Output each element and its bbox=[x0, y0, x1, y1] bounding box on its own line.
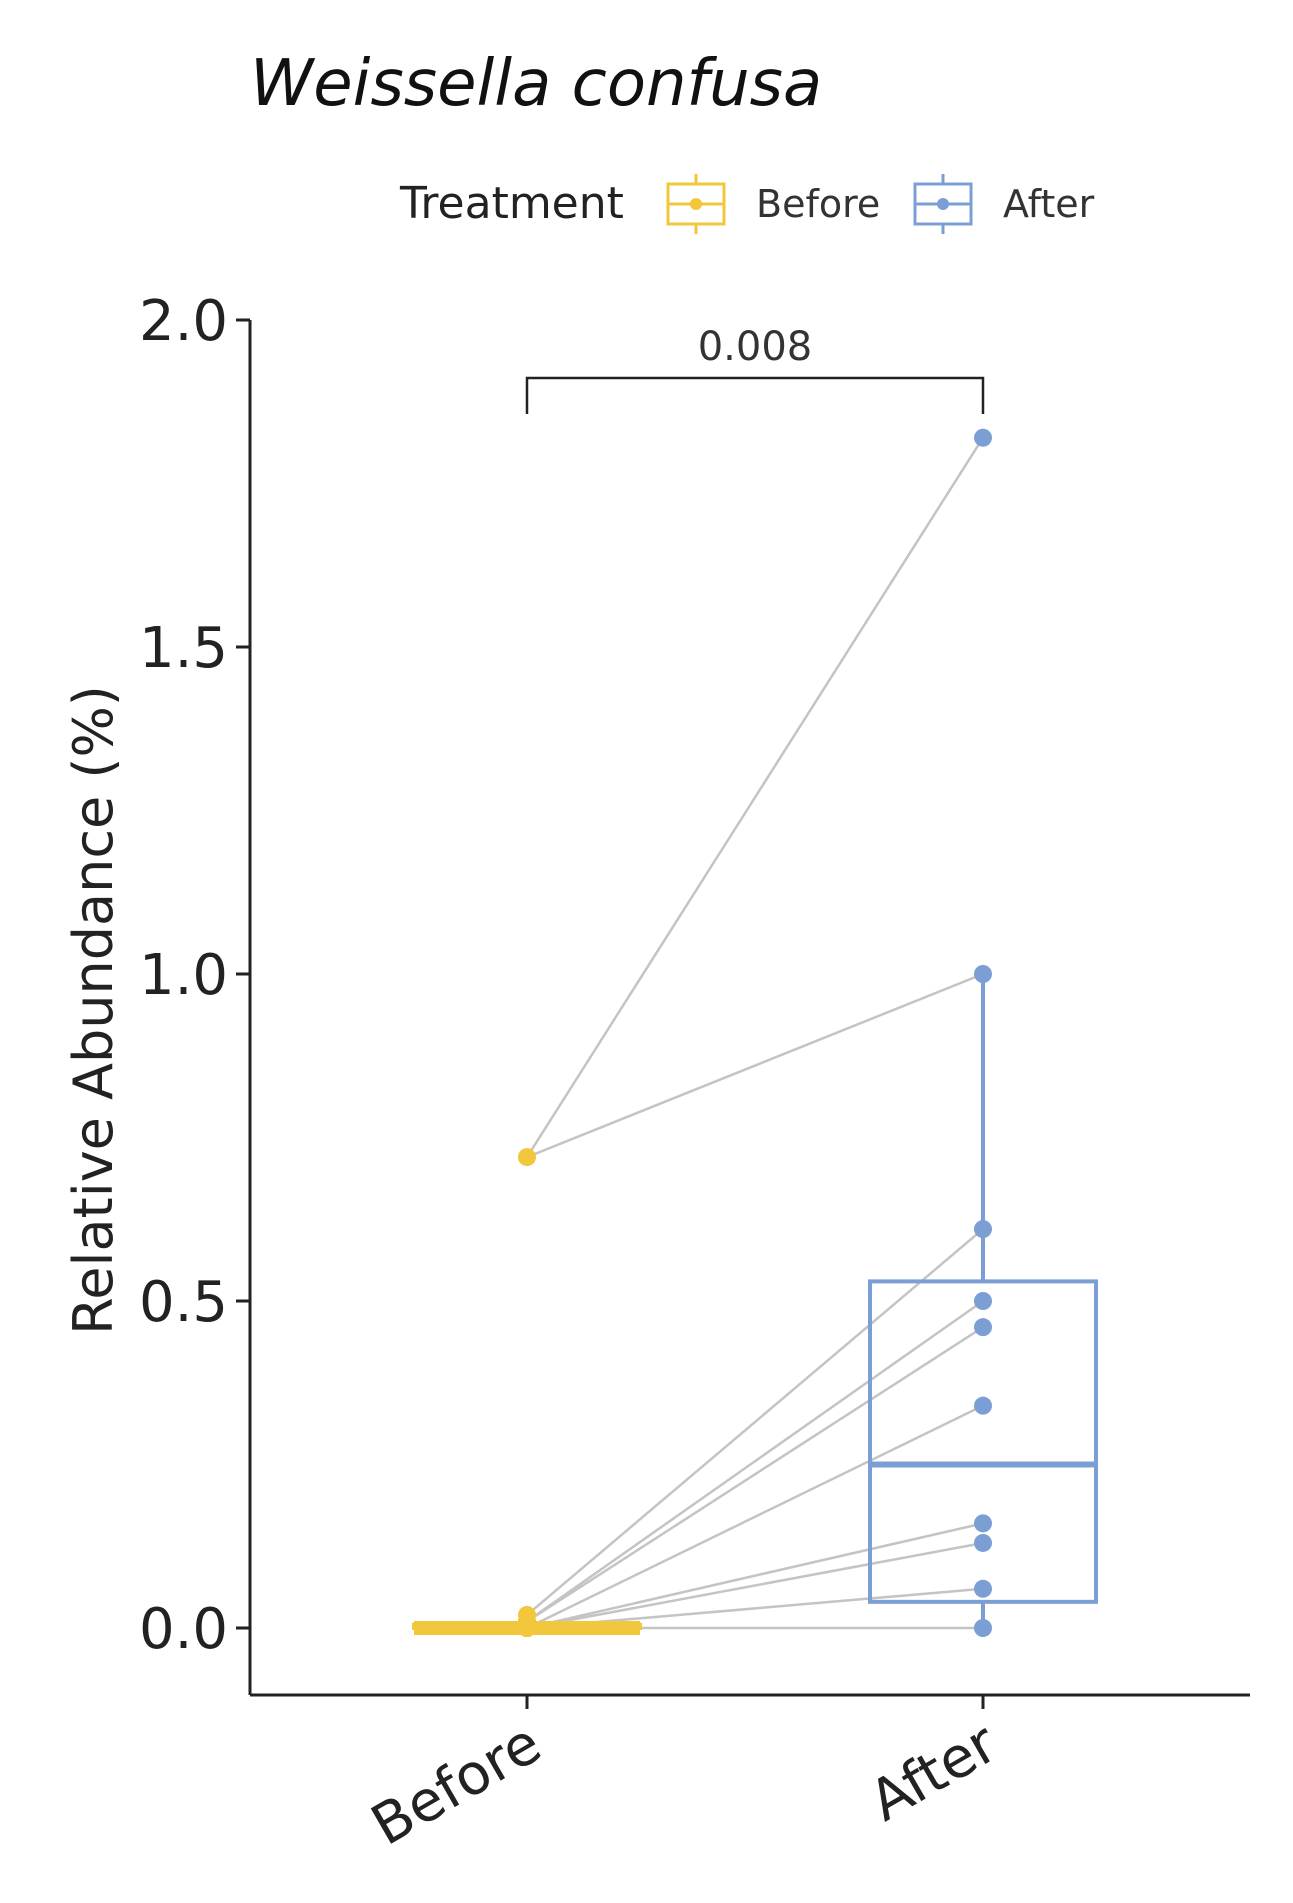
pair-line bbox=[525, 437, 985, 1158]
y-tick-label: 1.0 bbox=[139, 943, 228, 1008]
y-tick-label: 0.0 bbox=[139, 1597, 228, 1662]
x-tick-label: Before bbox=[361, 1711, 552, 1859]
p-value-label: 0.008 bbox=[698, 324, 813, 370]
legend: Treatment Before After bbox=[399, 174, 1095, 234]
y-axis: 0.0 0.5 1.0 1.5 2.0 Relative Abundance (%) bbox=[62, 289, 252, 1695]
y-tick-label: 0.5 bbox=[139, 1270, 228, 1335]
data-point-after bbox=[974, 1619, 992, 1637]
pair-line bbox=[526, 1326, 984, 1623]
legend-title: Treatment bbox=[399, 178, 624, 229]
paired-lines bbox=[525, 437, 985, 1630]
legend-point bbox=[937, 198, 949, 210]
x-tick-label: After bbox=[859, 1710, 1009, 1834]
y-tick-label: 2.0 bbox=[139, 289, 228, 354]
x-axis: Before After bbox=[250, 1693, 1250, 1859]
data-point-after bbox=[974, 428, 992, 447]
bracket-line bbox=[525, 376, 985, 414]
y-tick-label: 1.5 bbox=[139, 616, 228, 681]
legend-point bbox=[690, 198, 702, 210]
data-point-after bbox=[974, 1514, 992, 1533]
box-after bbox=[868, 974, 1098, 1628]
data-points bbox=[518, 428, 992, 1637]
boxes bbox=[412, 974, 1098, 1635]
legend-label: After bbox=[1003, 182, 1095, 226]
legend-key-before: Before bbox=[666, 174, 880, 234]
data-point-after bbox=[974, 1220, 992, 1239]
data-point-after bbox=[974, 1396, 992, 1415]
data-point-after bbox=[974, 1533, 992, 1552]
pair-line bbox=[526, 1522, 984, 1630]
pair-line bbox=[526, 1299, 984, 1623]
pair-line bbox=[526, 1541, 984, 1630]
data-point-after bbox=[974, 1292, 992, 1310]
chart-title: Weissella confusa bbox=[250, 47, 822, 121]
data-point-after bbox=[974, 1318, 992, 1337]
pair-line bbox=[526, 1404, 984, 1630]
data-point-after bbox=[974, 965, 992, 983]
box-body bbox=[868, 1279, 1098, 1604]
data-point-before bbox=[518, 1619, 536, 1637]
legend-key-after: After bbox=[913, 174, 1095, 234]
y-axis-label: Relative Abundance (%) bbox=[62, 685, 125, 1335]
pair-line bbox=[526, 972, 984, 1159]
data-point-before bbox=[518, 1148, 536, 1167]
data-point-after bbox=[974, 1579, 992, 1598]
legend-label: Before bbox=[756, 182, 880, 226]
significance-bracket: 0.008 bbox=[525, 324, 985, 414]
pair-line bbox=[526, 1228, 984, 1616]
